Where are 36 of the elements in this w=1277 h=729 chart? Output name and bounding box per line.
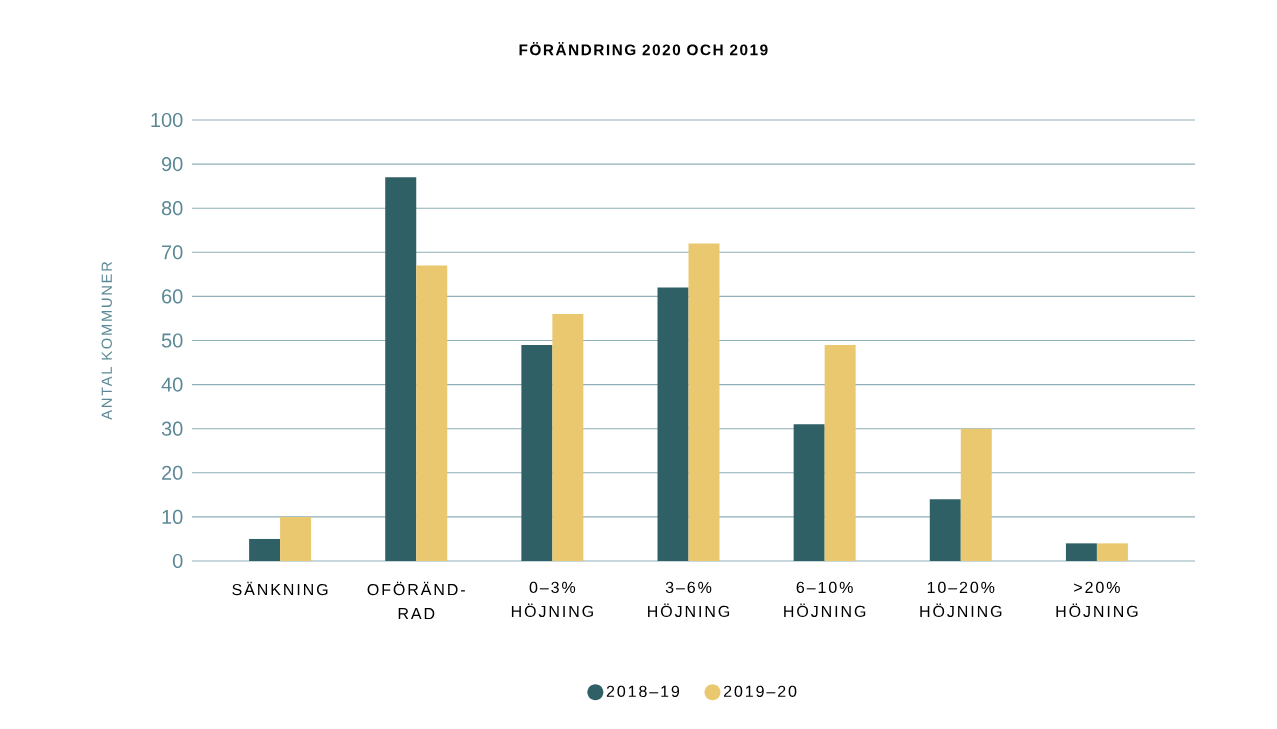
- y-tick-label: 20: [162, 465, 183, 480]
- bar: [1096, 543, 1128, 561]
- y-tick-label: 60: [162, 289, 183, 304]
- bar: [688, 243, 720, 561]
- bar: [1065, 543, 1097, 561]
- x-tick-label: 10–20% HÖJNING: [920, 581, 1002, 618]
- x-tick-label: OFÖRÄND-RAD: [367, 581, 465, 620]
- y-tick-label: 10: [162, 509, 183, 524]
- y-tick-label: 0: [172, 553, 183, 569]
- bar: [657, 287, 689, 561]
- y-tick-label: 40: [161, 377, 183, 392]
- bar: [521, 344, 553, 561]
- y-tick-label: 70: [162, 245, 183, 260]
- bar: [416, 265, 448, 561]
- bar: [385, 177, 417, 561]
- bar: [249, 538, 281, 561]
- bar: [280, 516, 312, 561]
- x-tick-label: SÄNKNING: [232, 581, 328, 596]
- legend-label: 2018–19: [606, 685, 680, 697]
- bar: [929, 499, 961, 561]
- x-tick-label: >20% HÖJNING: [1056, 581, 1138, 618]
- x-tick-label: 6–10% HÖJNING: [784, 581, 866, 618]
- legend-label: 2019–20: [723, 685, 797, 697]
- bar: [552, 314, 584, 561]
- y-tick-label: 80: [161, 201, 183, 216]
- y-axis-title: ANTAL KOMMUNER: [101, 261, 112, 420]
- chart-title: FÖRÄNDRING 2020 OCH 2019: [519, 42, 768, 56]
- bar: [960, 428, 992, 561]
- y-tick-label: 50: [161, 333, 183, 348]
- x-tick-label: 3–6% HÖJNING: [648, 581, 730, 618]
- x-tick-label: 0–3% HÖJNING: [511, 581, 593, 618]
- y-tick-label: 30: [161, 421, 183, 436]
- y-tick-label: 100: [151, 112, 183, 128]
- y-tick-label: 90: [161, 157, 183, 172]
- bar: [824, 344, 856, 561]
- bar: [793, 424, 825, 561]
